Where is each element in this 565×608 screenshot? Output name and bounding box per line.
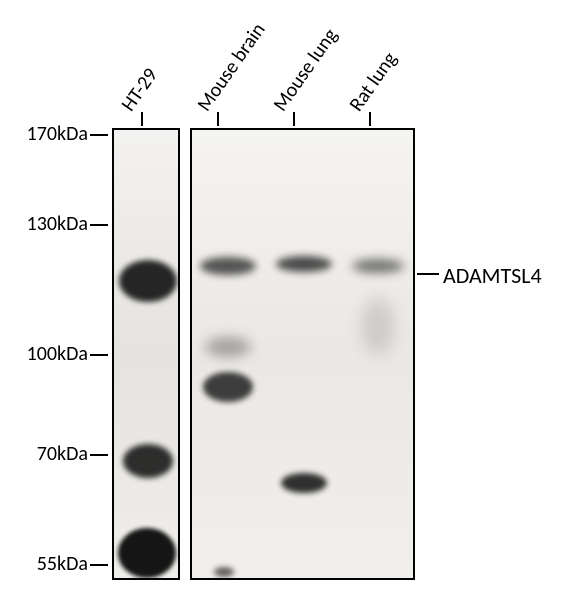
panel-A-band-1 (123, 444, 173, 478)
kda-tick-4 (90, 564, 108, 566)
kda-tick-2 (90, 354, 108, 356)
lane-tick-1 (217, 112, 219, 126)
panel-B (190, 128, 415, 580)
panel-B-band-6 (214, 567, 234, 577)
panel-A (112, 128, 180, 580)
kda-label-1: 130kDa (8, 212, 88, 236)
panel-B-band-1 (276, 256, 332, 272)
panel-B-band-2 (352, 259, 404, 273)
lane-label-1: Mouse brain (192, 19, 270, 116)
panel-B-band-4 (203, 372, 253, 402)
protein-tick (417, 273, 439, 275)
panel-B-band-7 (361, 297, 395, 355)
panel-B-band-0 (200, 257, 256, 275)
panel-A-band-2 (118, 528, 176, 578)
lane-label-0: HT-29 (116, 64, 163, 116)
lane-tick-0 (141, 112, 143, 126)
kda-label-3: 70kDa (8, 442, 88, 466)
lane-tick-2 (293, 112, 295, 126)
kda-label-0: 170kDa (8, 122, 88, 146)
panel-A-band-0 (119, 260, 177, 302)
lane-tick-3 (369, 112, 371, 126)
lane-label-3: Rat lung (344, 48, 402, 116)
protein-label: ADAMTSL4 (443, 262, 542, 289)
kda-tick-3 (90, 454, 108, 456)
panel-B-band-3 (205, 337, 251, 357)
kda-label-4: 55kDa (8, 552, 88, 576)
lane-label-2: Mouse lung (268, 24, 342, 116)
panel-B-band-5 (281, 473, 327, 493)
kda-tick-1 (90, 224, 108, 226)
kda-label-2: 100kDa (8, 342, 88, 366)
kda-tick-0 (90, 134, 108, 136)
